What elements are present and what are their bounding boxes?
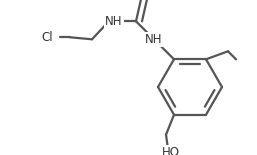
- Text: NH: NH: [145, 33, 163, 46]
- Text: HO: HO: [162, 146, 180, 155]
- Text: NH: NH: [105, 15, 123, 28]
- Text: Cl: Cl: [41, 31, 53, 44]
